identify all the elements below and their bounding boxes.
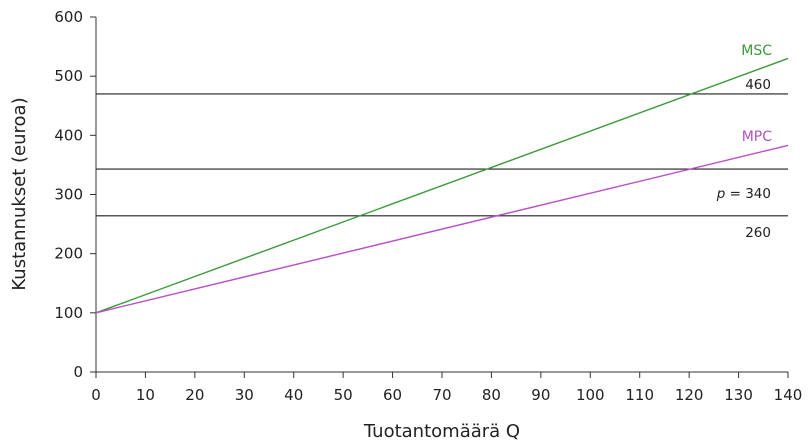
x-tick-label: 100 [576,386,605,404]
x-tick-label: 110 [625,386,654,404]
x-tick-label: 140 [774,386,803,404]
y-tick-label: 400 [54,126,83,144]
x-tick-label: 70 [432,386,451,404]
x-axis-title: Tuotantomäärä Q [363,421,520,442]
x-tick-label: 80 [482,386,501,404]
y-tick-label: 500 [54,67,83,85]
series-label-msc: MSC [741,43,772,59]
y-tick-label: 300 [54,186,83,204]
x-tick-label: 40 [284,386,303,404]
x-tick-label: 10 [136,386,155,404]
x-tick-label: 130 [724,386,753,404]
y-tick-label: 600 [54,8,83,26]
axes: 0 100 200 300 400 500 600 0 10 20 30 40 50 60 70 80 90 10… [54,8,802,404]
series-lines [95,57,789,314]
p-symbol: p [716,186,726,202]
x-tick-label: 90 [531,386,550,404]
hline-label-top: 460 [745,77,771,93]
hline-label-bottom: 260 [745,225,771,241]
x-tick-label: 60 [383,386,402,404]
y-tick-label: 100 [54,304,83,322]
x-tick-label: 20 [185,386,204,404]
x-tick-label: 30 [235,386,254,404]
hline-label-p: p = 340 [716,186,771,202]
x-tick-label: 120 [675,386,704,404]
y-axis-title: Kustannukset (euroa) [9,97,30,290]
series-label-mpc: MPC [742,129,773,145]
p-value: = 340 [725,186,771,202]
x-tick-label: 0 [91,386,101,404]
horizontal-lines [96,93,788,217]
series-line-msc [95,57,789,314]
series-line-mpc [95,144,789,314]
x-tick-label: 50 [334,386,353,404]
y-tick-label: 200 [54,245,83,263]
y-tick-label: 0 [73,363,83,381]
